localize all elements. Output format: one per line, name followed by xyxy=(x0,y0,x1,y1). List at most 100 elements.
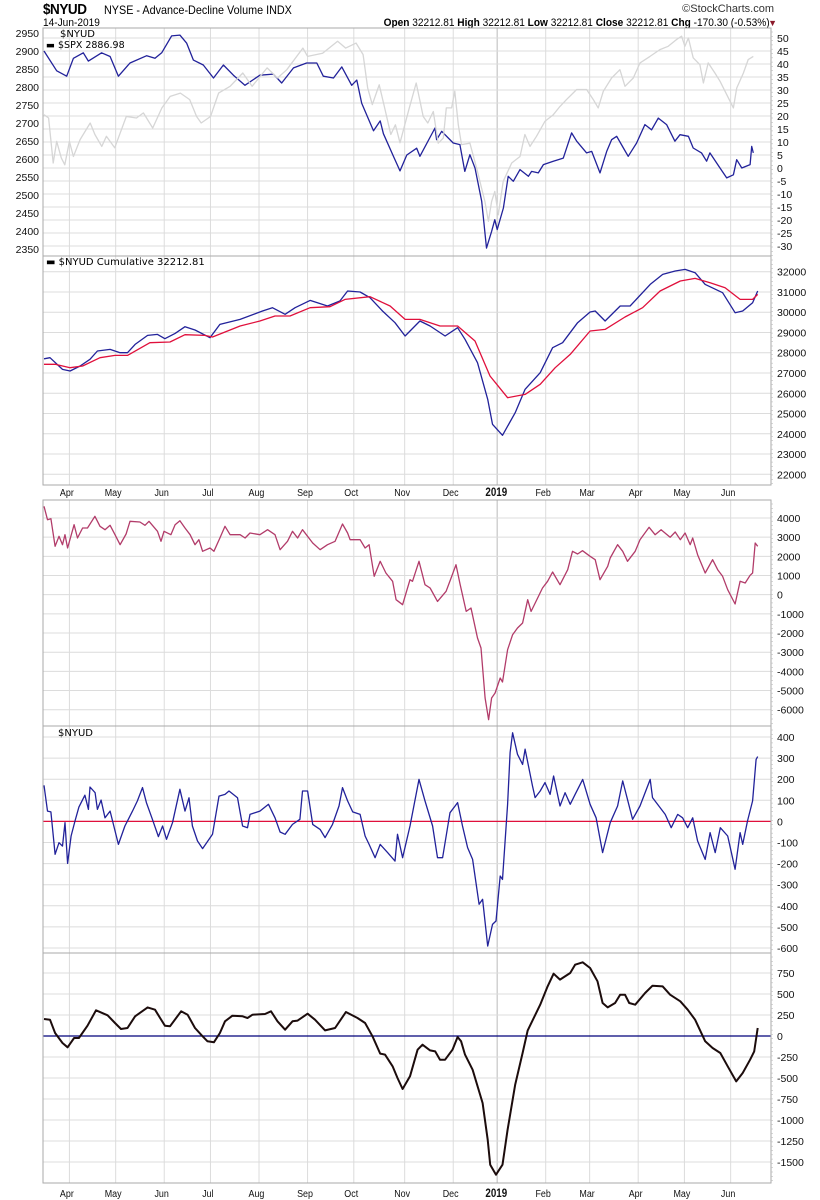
legend-nyud-panel4: $NYUD xyxy=(58,728,93,739)
month-label: May xyxy=(105,487,122,499)
month-label: Feb xyxy=(535,487,550,499)
right-tick-label: -1500 xyxy=(777,1157,804,1169)
right-tick-label: 45 xyxy=(777,46,789,58)
series-line-moving-average xyxy=(44,277,759,399)
month-label: Nov xyxy=(394,487,410,499)
left-tick-label: 2700 xyxy=(16,118,40,130)
panel-border xyxy=(42,499,772,727)
series-line--nyud xyxy=(43,732,759,947)
right-tick-label: 750 xyxy=(777,968,795,980)
right-tick-label: -1000 xyxy=(777,609,804,621)
left-tick-label: 2800 xyxy=(16,82,40,94)
right-tick-label: -20 xyxy=(777,215,792,227)
month-label: Jul xyxy=(202,1188,213,1200)
right-tick-label: -30 xyxy=(777,241,792,253)
right-tick-label: 22000 xyxy=(777,469,806,481)
right-tick-label: 28000 xyxy=(777,348,806,360)
close-value: 32212.81 xyxy=(626,17,669,29)
month-label: Oct xyxy=(344,487,358,499)
right-tick-label: 0 xyxy=(777,163,783,175)
right-tick-label: 0 xyxy=(777,1031,783,1043)
month-label: Sep xyxy=(297,487,313,499)
panel-4: 400 300 200 100 0 -100 -200 -300 -400 -500 -600 xyxy=(42,725,798,955)
month-label: May xyxy=(673,1188,690,1200)
month-label: Jun xyxy=(721,1188,735,1200)
right-tick-label: 300 xyxy=(777,753,795,765)
right-tick-label: -10 xyxy=(777,189,792,201)
left-tick-label: 2850 xyxy=(16,64,40,76)
brand-link[interactable]: ©StockCharts.com xyxy=(682,3,774,15)
open-label: Open xyxy=(383,17,410,29)
month-label: 2019 xyxy=(485,486,507,499)
left-tick-label: 2650 xyxy=(16,136,40,148)
left-tick-label: 2500 xyxy=(16,190,40,202)
low-value: 32212.81 xyxy=(551,17,594,29)
right-tick-label: -3000 xyxy=(777,647,804,659)
right-tick-label: -1250 xyxy=(777,1136,804,1148)
symbol-title: $NYUD xyxy=(43,1,87,18)
high-value: 32212.81 xyxy=(483,17,526,29)
right-tick-label: 31000 xyxy=(777,287,806,299)
right-tick-label: 30 xyxy=(777,85,789,97)
right-tick-label: -15 xyxy=(777,202,792,214)
right-tick-label: -100 xyxy=(777,838,798,850)
series-line-oscillator xyxy=(43,961,759,1176)
right-tick-label: 10 xyxy=(777,137,789,149)
right-tick-label: 100 xyxy=(777,795,795,807)
series-line--nyud-cumulative xyxy=(43,268,759,436)
left-tick-label: 2950 xyxy=(16,28,40,40)
right-tick-label: 400 xyxy=(777,732,795,744)
right-tick-label: 200 xyxy=(777,774,795,786)
series-line-indicator xyxy=(43,506,759,721)
series-line--spx xyxy=(43,35,754,222)
right-tick-label: 1000 xyxy=(777,571,801,583)
right-tick-label: -4000 xyxy=(777,666,804,678)
right-tick-label: -600 xyxy=(777,943,798,955)
month-label: Sep xyxy=(297,1188,313,1200)
month-label: Nov xyxy=(394,1188,410,1200)
right-tick-label: -400 xyxy=(777,901,798,913)
panel-border xyxy=(42,255,772,486)
month-label: Apr xyxy=(629,487,644,499)
right-tick-label: 24000 xyxy=(777,429,806,441)
month-label: May xyxy=(105,1188,122,1200)
close-label: Close xyxy=(596,17,624,29)
ohlc-readout: Open 32212.81 High 32212.81 Low 32212.81… xyxy=(384,17,770,29)
right-tick-label: -5 xyxy=(777,176,786,188)
month-label: Feb xyxy=(535,1188,550,1200)
right-tick-label: -750 xyxy=(777,1094,798,1106)
month-label: Jun xyxy=(721,487,735,499)
right-tick-label: -1000 xyxy=(777,1115,804,1127)
right-tick-label: 0 xyxy=(777,816,783,828)
legend-nyud: $NYUD xyxy=(60,29,95,40)
right-tick-label: 500 xyxy=(777,989,795,1001)
month-label: 2019 xyxy=(485,1187,507,1200)
right-tick-label: 0 xyxy=(777,590,783,602)
month-label: Mar xyxy=(579,1188,595,1200)
triangle-down-icon: ▼ xyxy=(768,18,777,28)
right-tick-label: -5000 xyxy=(777,686,804,698)
right-tick-label: 32000 xyxy=(777,267,806,279)
right-tick-label: -300 xyxy=(777,880,798,892)
left-tick-label: 2350 xyxy=(16,244,40,256)
left-tick-label: 2450 xyxy=(16,208,40,220)
right-tick-label: 23000 xyxy=(777,449,806,461)
panel-border xyxy=(42,952,772,1184)
right-tick-label: 40 xyxy=(777,59,789,71)
symbol-description: NYSE - Advance-Decline Volume INDX xyxy=(104,3,292,17)
panel-2: 32000 31000 30000 29000 28000 27000 26000 25000… xyxy=(42,255,806,486)
right-tick-label: 29000 xyxy=(777,327,806,339)
right-tick-label: 5 xyxy=(777,150,783,162)
right-tick-label: 250 xyxy=(777,1010,795,1022)
right-tick-label: 50 xyxy=(777,33,789,45)
legend-cumulative-label: $NYUD Cumulative 32212.81 xyxy=(58,257,205,268)
chg-value: -170.30 (-0.53%) xyxy=(694,17,770,29)
open-value: 32212.81 xyxy=(412,17,455,29)
legend-spx-label: $SPX 2886.98 xyxy=(58,40,125,51)
month-label: Apr xyxy=(60,487,75,499)
right-tick-label: 30000 xyxy=(777,307,806,319)
right-tick-label: -25 xyxy=(777,228,792,240)
right-tick-label: -200 xyxy=(777,859,798,871)
month-label: Apr xyxy=(629,1188,644,1200)
